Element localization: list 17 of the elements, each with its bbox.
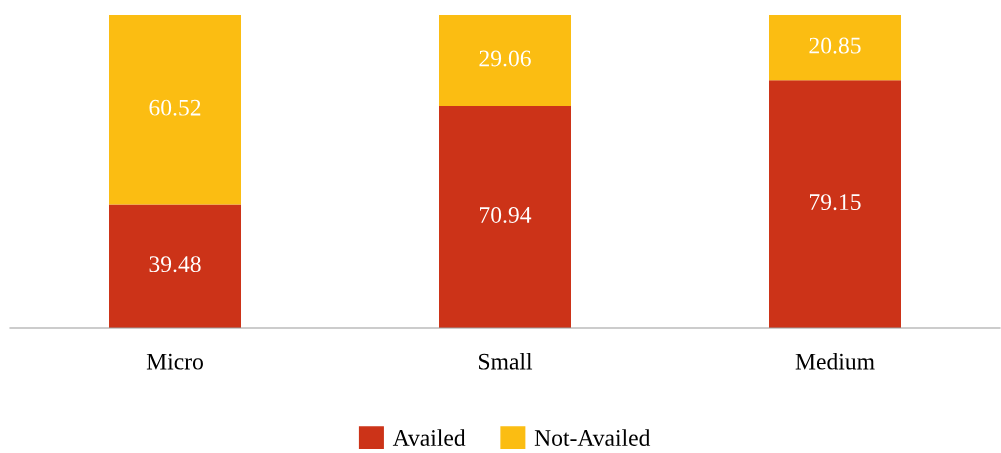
bar <box>109 204 242 328</box>
data-label: 60.52 <box>149 99 201 116</box>
bar <box>109 15 242 205</box>
x-tick-label: Small <box>479 353 533 370</box>
bar <box>769 15 901 81</box>
legend-label: Not-Availed <box>534 429 651 446</box>
x-tick-label: Medium <box>795 353 875 370</box>
x-tick-label: Micro <box>146 353 203 370</box>
data-label: 70.94 <box>480 206 532 223</box>
data-label: 39.48 <box>149 256 201 273</box>
data-label: 20.85 <box>809 37 861 54</box>
data-label: 29.06 <box>479 50 531 67</box>
bar <box>439 15 571 106</box>
data-label: 79.15 <box>810 194 861 211</box>
legend-label: Availed <box>392 429 466 446</box>
bar <box>769 80 901 328</box>
bar <box>439 105 571 328</box>
